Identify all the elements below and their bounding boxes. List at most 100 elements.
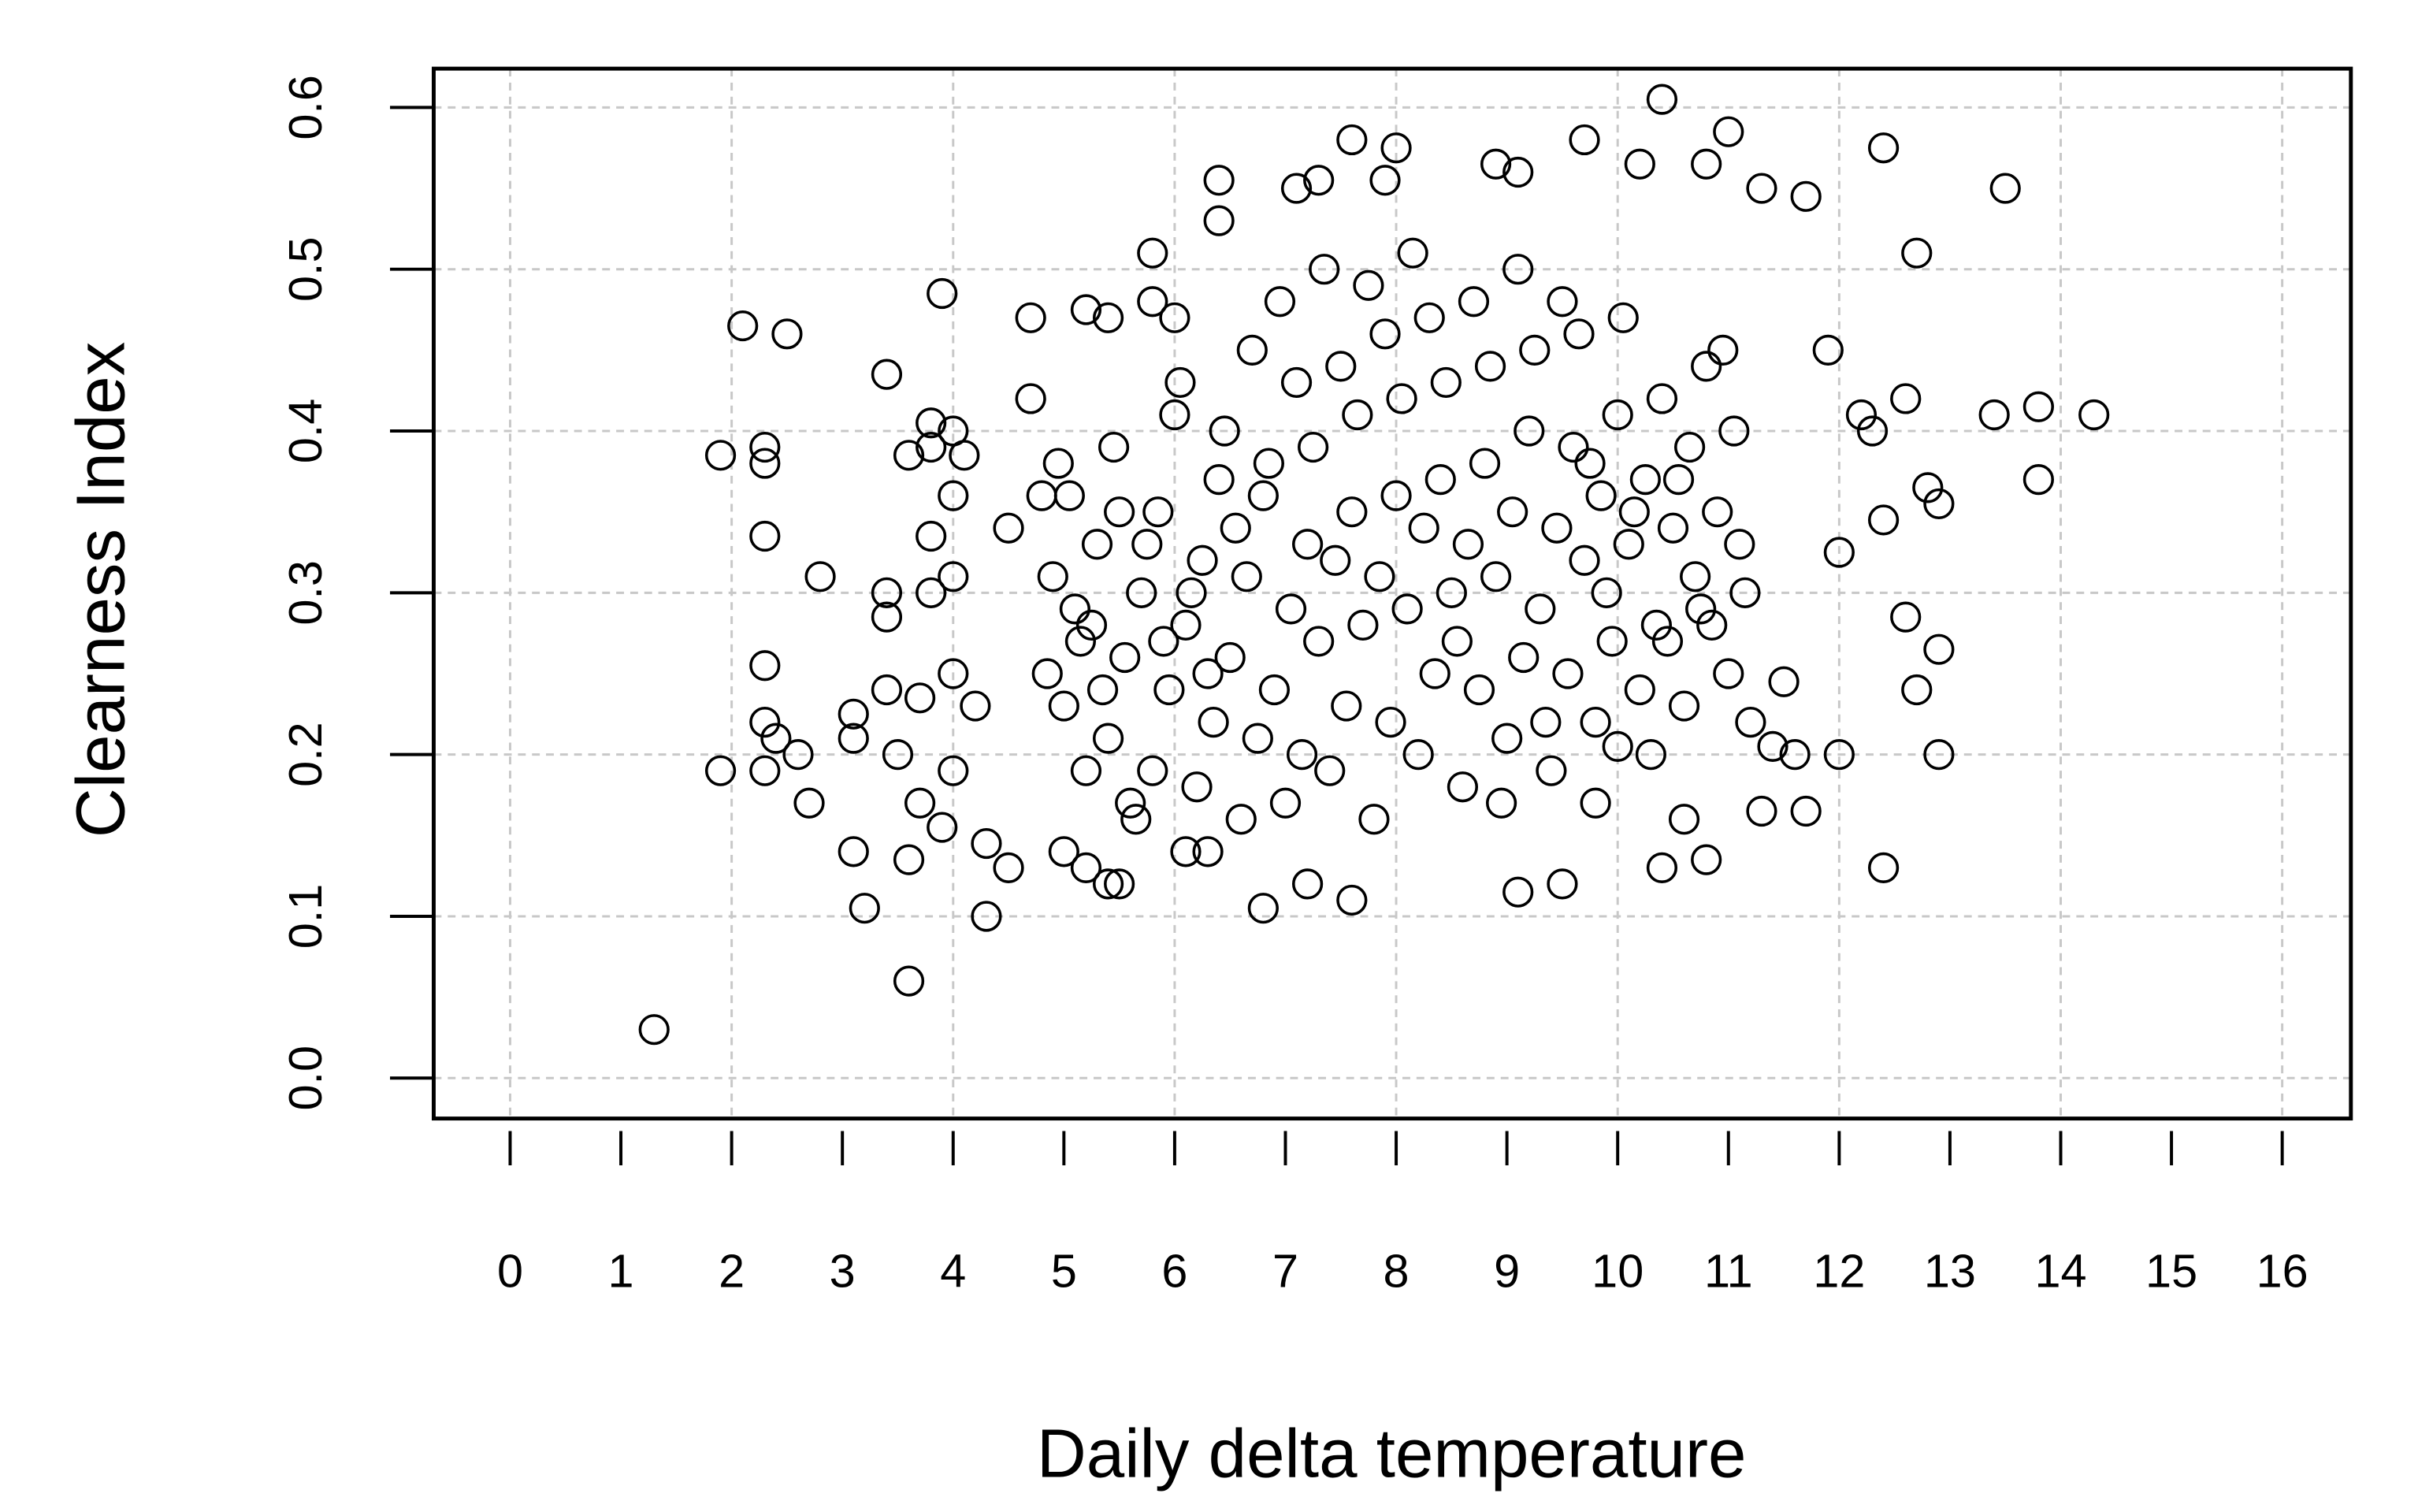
point xyxy=(1923,739,1955,771)
point xyxy=(993,852,1024,883)
point xyxy=(1613,529,1644,560)
point xyxy=(749,431,781,463)
point xyxy=(1048,836,1079,867)
point xyxy=(1662,464,1695,496)
y-tick-label: 0.5 xyxy=(279,236,332,302)
y-tick-label: 0.1 xyxy=(279,884,332,949)
y-tick-label: 0.3 xyxy=(279,560,332,626)
point xyxy=(749,448,781,479)
point xyxy=(1336,884,1368,916)
point xyxy=(2078,399,2110,431)
point xyxy=(1070,294,1102,325)
point xyxy=(1447,771,1479,803)
point xyxy=(1547,286,1578,318)
point xyxy=(1657,512,1689,544)
point xyxy=(1075,609,1108,641)
point xyxy=(1192,658,1224,689)
point xyxy=(1164,366,1196,399)
point xyxy=(1015,302,1046,333)
point xyxy=(1298,431,1329,463)
point xyxy=(960,690,991,722)
point xyxy=(1580,787,1611,819)
x-tick-label: 5 xyxy=(1051,1244,1077,1297)
point xyxy=(1369,318,1401,350)
point xyxy=(1137,237,1168,269)
point xyxy=(1525,593,1556,625)
point xyxy=(1142,496,1174,528)
point xyxy=(1989,173,2021,204)
point xyxy=(1358,804,1390,835)
point xyxy=(2022,391,2054,422)
point xyxy=(1746,795,1777,827)
point xyxy=(1680,561,1711,593)
point xyxy=(1867,504,1900,536)
point xyxy=(1026,480,1057,511)
x-tick-label: 9 xyxy=(1494,1244,1520,1297)
point xyxy=(1768,666,1800,697)
point xyxy=(1901,237,1933,269)
x-tick-label: 15 xyxy=(2145,1244,2197,1297)
point xyxy=(1691,844,1722,875)
point xyxy=(1502,156,1534,188)
point xyxy=(1901,674,1933,706)
point xyxy=(1247,480,1279,511)
point xyxy=(971,827,1002,860)
point xyxy=(1530,706,1562,738)
point xyxy=(1347,609,1379,641)
point xyxy=(904,682,936,714)
point xyxy=(1153,674,1185,706)
point xyxy=(749,650,781,682)
point xyxy=(1978,399,2010,431)
point xyxy=(793,787,825,819)
x-tick-label: 2 xyxy=(719,1244,745,1297)
point xyxy=(1724,529,1755,560)
point xyxy=(1170,836,1202,867)
point xyxy=(1746,173,1777,204)
point xyxy=(893,844,925,875)
point xyxy=(1718,415,1750,447)
x-tick-label: 7 xyxy=(1272,1244,1298,1297)
point xyxy=(1220,512,1251,544)
point xyxy=(1480,148,1512,180)
point xyxy=(1391,593,1423,625)
point xyxy=(882,739,914,771)
point xyxy=(1651,626,1684,657)
point xyxy=(1209,415,1240,447)
point xyxy=(1923,488,1955,520)
point xyxy=(1673,431,1706,463)
point xyxy=(1646,852,1678,883)
point xyxy=(1536,755,1567,786)
point xyxy=(1064,626,1097,657)
point xyxy=(927,277,958,310)
point xyxy=(1364,561,1395,593)
point xyxy=(1413,302,1445,333)
point xyxy=(1812,334,1844,366)
point xyxy=(1508,641,1540,674)
point xyxy=(1923,633,1955,665)
point xyxy=(1214,641,1246,674)
point xyxy=(916,520,947,552)
point xyxy=(1624,148,1655,180)
point xyxy=(1137,286,1168,318)
point xyxy=(1236,334,1268,366)
x-tick-label: 12 xyxy=(1813,1244,1865,1297)
point xyxy=(1092,723,1124,754)
point xyxy=(1552,658,1584,689)
point xyxy=(1912,472,1944,503)
point xyxy=(1790,795,1822,827)
point xyxy=(1070,755,1102,786)
point xyxy=(1070,852,1102,883)
point xyxy=(1042,448,1074,479)
point xyxy=(893,965,925,997)
point xyxy=(1380,132,1412,164)
point xyxy=(1192,836,1224,867)
point xyxy=(1203,165,1235,196)
point xyxy=(1181,771,1213,803)
point xyxy=(1691,148,1722,180)
point xyxy=(1098,431,1130,463)
point xyxy=(1491,723,1523,754)
point xyxy=(1696,609,1728,641)
point xyxy=(1331,690,1362,722)
point xyxy=(1086,674,1119,706)
point xyxy=(1120,804,1152,835)
